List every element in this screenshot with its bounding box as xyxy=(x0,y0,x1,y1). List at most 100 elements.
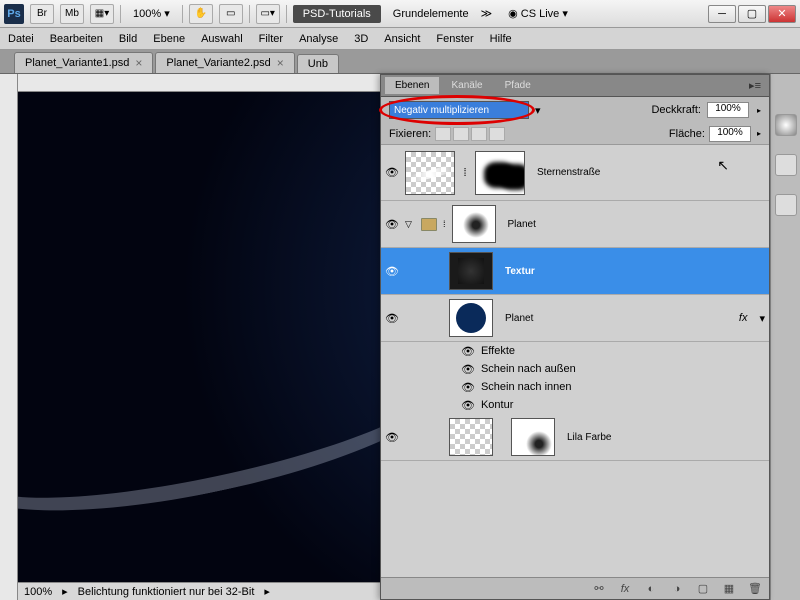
menu-3d[interactable]: 3D xyxy=(354,33,368,45)
right-dock xyxy=(770,74,800,600)
doc-tab[interactable]: Planet_Variante2.psd× xyxy=(155,52,294,73)
layer-mask[interactable] xyxy=(452,205,496,243)
fill-label: Fläche: xyxy=(669,128,705,140)
fx-badge[interactable]: fx xyxy=(739,312,748,324)
folder-icon xyxy=(421,218,437,231)
menu-hilfe[interactable]: Hilfe xyxy=(490,33,512,45)
collapse-icon[interactable]: ▽ xyxy=(405,219,415,230)
fx-icon[interactable]: fx xyxy=(617,582,633,596)
effect-row[interactable]: 👁Schein nach innen xyxy=(461,378,769,396)
close-icon[interactable]: × xyxy=(277,56,284,70)
layers-list: 👁 ⁞ Sternenstraße 👁 ▽ ⁞ Planet 👁 Textur xyxy=(381,145,769,577)
cursor-icon: ↖ xyxy=(717,157,729,174)
layer-thumbnail[interactable] xyxy=(449,418,493,456)
close-button[interactable]: ✕ xyxy=(768,5,796,23)
panel-menu-icon[interactable]: ▸≡ xyxy=(749,79,761,92)
photoshop-icon: Ps xyxy=(4,4,24,24)
menu-bearbeiten[interactable]: Bearbeiten xyxy=(50,33,103,45)
menu-datei[interactable]: Datei xyxy=(8,33,34,45)
workspace-label[interactable]: PSD-Tutorials xyxy=(293,5,381,23)
lock-transparent-icon[interactable] xyxy=(435,127,451,141)
minibridge-button[interactable]: Mb xyxy=(60,4,84,24)
chevron-down-icon[interactable]: ▾ xyxy=(535,104,541,117)
new-layer-icon[interactable]: ▦ xyxy=(721,582,737,596)
lock-position-icon[interactable] xyxy=(471,127,487,141)
layer-effects: 👁Effekte 👁Schein nach außen 👁Schein nach… xyxy=(381,342,769,414)
hand-button[interactable]: ✋ xyxy=(189,4,213,24)
view-button[interactable]: ▭ xyxy=(219,4,243,24)
layer-row[interactable]: 👁 Planet fx ▾ xyxy=(381,295,769,342)
minimize-button[interactable]: ─ xyxy=(708,5,736,23)
menu-analyse[interactable]: Analyse xyxy=(299,33,338,45)
screen-mode-button[interactable]: ▭▾ xyxy=(256,4,280,24)
dock-icon[interactable] xyxy=(775,114,797,136)
chevron-icon[interactable]: ▸ xyxy=(757,129,761,138)
layer-row-selected[interactable]: 👁 Textur xyxy=(381,248,769,295)
visibility-icon[interactable]: 👁 xyxy=(385,264,399,278)
chevron-icon[interactable]: ▸ xyxy=(757,106,761,115)
adjustment-icon[interactable]: ◑ xyxy=(669,582,685,596)
menu-ansicht[interactable]: Ansicht xyxy=(384,33,420,45)
mask-icon[interactable]: ◐ xyxy=(643,582,659,596)
folder-icon[interactable]: ▢ xyxy=(695,582,711,596)
menubar: Datei Bearbeiten Bild Ebene Auswahl Filt… xyxy=(0,28,800,50)
layers-panel: Ebenen Kanäle Pfade ▸≡ ↖ Negativ multipl… xyxy=(380,74,770,600)
menu-ebene[interactable]: Ebene xyxy=(153,33,185,45)
doc-tab[interactable]: Unb xyxy=(297,54,339,73)
menu-fenster[interactable]: Fenster xyxy=(436,33,473,45)
effect-row[interactable]: 👁Schein nach außen xyxy=(461,360,769,378)
opacity-input[interactable]: 100% xyxy=(707,102,749,118)
tab-pfade[interactable]: Pfade xyxy=(495,77,541,94)
layout-button[interactable]: ▦▾ xyxy=(90,4,114,24)
tab-ebenen[interactable]: Ebenen xyxy=(385,77,439,94)
visibility-icon[interactable]: 👁 xyxy=(385,217,399,231)
dock-icon[interactable] xyxy=(775,154,797,176)
link-icon[interactable]: ⚯ xyxy=(591,582,607,596)
blend-mode-select[interactable]: Negativ multiplizieren xyxy=(389,101,529,119)
effect-row[interactable]: 👁Kontur xyxy=(461,396,769,414)
layer-name[interactable]: Lila Farbe xyxy=(567,432,611,443)
chevron-down-icon[interactable]: ▾ xyxy=(759,312,765,325)
panel-footer: ⚯ fx ◐ ◑ ▢ ▦ 🗑 xyxy=(381,577,769,599)
layer-name[interactable]: Textur xyxy=(505,266,535,277)
status-message: Belichtung funktioniert nur bei 32-Bit xyxy=(78,586,255,598)
layer-thumbnail[interactable] xyxy=(449,299,493,337)
close-icon[interactable]: × xyxy=(135,56,142,70)
lock-pixels-icon[interactable] xyxy=(453,127,469,141)
menu-filter[interactable]: Filter xyxy=(259,33,283,45)
layer-group-row[interactable]: 👁 ▽ ⁞ Planet xyxy=(381,201,769,248)
layer-mask[interactable] xyxy=(475,151,525,195)
layer-mask[interactable] xyxy=(511,418,555,456)
menu-auswahl[interactable]: Auswahl xyxy=(201,33,243,45)
layer-name[interactable]: Planet xyxy=(508,219,536,230)
visibility-icon[interactable]: 👁 xyxy=(385,430,399,444)
titlebar: Ps Br Mb ▦▾ 100% ▾ ✋ ▭ ▭▾ PSD-Tutorials … xyxy=(0,0,800,28)
layer-name[interactable]: Planet xyxy=(505,313,533,324)
layer-row[interactable]: 👁 ⁞ Sternenstraße xyxy=(381,145,769,201)
layer-thumbnail[interactable] xyxy=(405,151,455,195)
opacity-label: Deckkraft: xyxy=(651,104,701,116)
effect-row[interactable]: 👁Effekte xyxy=(461,342,769,360)
layer-row[interactable]: 👁 Lila Farbe xyxy=(381,414,769,461)
status-zoom[interactable]: 100% xyxy=(24,586,52,598)
menu-bild[interactable]: Bild xyxy=(119,33,137,45)
zoom-level[interactable]: 100% ▾ xyxy=(127,5,176,22)
layer-thumbnail[interactable] xyxy=(449,252,493,290)
layer-name[interactable]: Sternenstraße xyxy=(537,167,600,178)
visibility-icon[interactable]: 👁 xyxy=(385,311,399,325)
trash-icon[interactable]: 🗑 xyxy=(747,582,763,596)
doc-tab[interactable]: Planet_Variante1.psd× xyxy=(14,52,153,73)
grundelemente-label[interactable]: Grundelemente xyxy=(387,6,475,22)
visibility-icon[interactable]: 👁 xyxy=(385,166,399,180)
chevron-icon[interactable]: ≫ xyxy=(481,7,493,20)
fill-input[interactable]: 100% xyxy=(709,126,751,142)
ruler-vertical xyxy=(0,74,18,600)
tab-kanaele[interactable]: Kanäle xyxy=(441,77,492,94)
bridge-button[interactable]: Br xyxy=(30,4,54,24)
cslive-button[interactable]: ◉ CS Live ▾ xyxy=(508,7,568,20)
maximize-button[interactable]: ▢ xyxy=(738,5,766,23)
dock-icon[interactable] xyxy=(775,194,797,216)
lock-all-icon[interactable] xyxy=(489,127,505,141)
lock-label: Fixieren: xyxy=(389,128,431,140)
document-tabs: Planet_Variante1.psd× Planet_Variante2.p… xyxy=(0,50,800,74)
